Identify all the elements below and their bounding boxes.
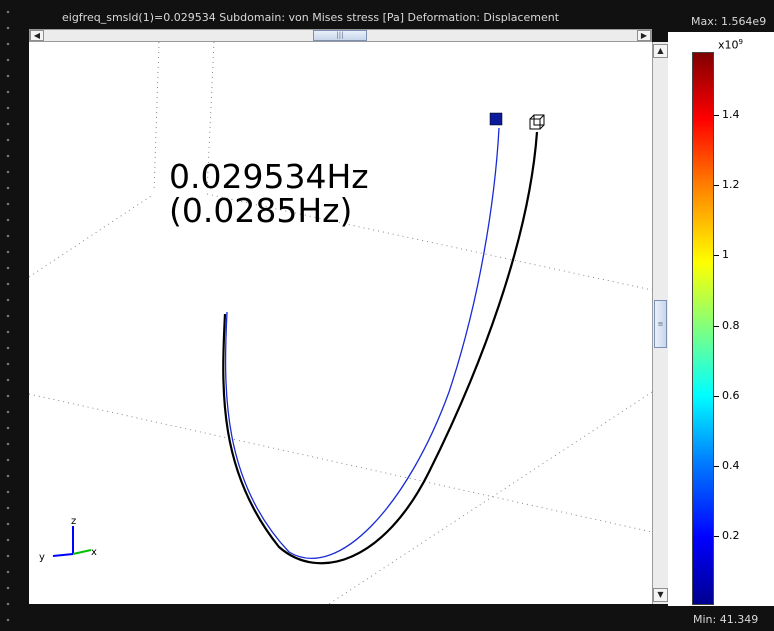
axis-y-label: y [39,552,45,562]
model-graphics [29,42,652,604]
scroll-left-button[interactable]: ◀ [30,30,44,41]
left-edge-dots [0,0,16,631]
axis-z-label: z [71,516,76,527]
colorbar-tick: 0.6 [722,389,740,402]
horizontal-scrollbar[interactable]: ◀ ||| ▶ [29,29,652,42]
scroll-up-button[interactable]: ▲ [653,44,668,58]
reference-tip-marker [529,114,545,130]
colorbar-tick: 0.8 [722,319,740,332]
axis-x-label: x [91,547,97,558]
vertical-scrollbar[interactable]: ▲ ≡ ▼ [652,42,668,604]
colorbar-max-label: Max: 1.564e9 [691,15,767,28]
scroll-down-button[interactable]: ▼ [653,588,668,602]
colorbar-min-label: Min: 41.349 [693,613,759,626]
colorbar-tick: 0.4 [722,459,740,472]
colorbar-exponent: x109 [718,38,743,52]
reference-cable [222,131,539,565]
colorbar-legend: x109 1.4 1.2 1 0.8 0.6 0.4 0.2 [668,32,774,606]
colorbar-tick: 1.4 [722,108,740,121]
colorbar-tick: 1.2 [722,178,740,191]
horizontal-scroll-thumb[interactable]: ||| [313,30,367,41]
colorbar-tick: 0.2 [722,529,740,542]
grid-lines [29,42,652,604]
frequency-annotation: 0.029534Hz (0.0285Hz) [169,160,369,228]
colorbar-tick: 1 [722,248,729,261]
colorbar-gradient [692,52,714,605]
scroll-right-button[interactable]: ▶ [637,30,651,41]
deformed-tip-marker [489,112,503,126]
deformed-cable [224,127,500,559]
plot-info-text: eigfreq_smsld(1)=0.029534 Subdomain: von… [62,11,560,24]
reference-frequency: (0.0285Hz) [169,191,353,230]
vertical-scroll-thumb[interactable]: ≡ [654,300,667,348]
axis-triad-icon: z x y [39,516,97,562]
plot-viewport[interactable]: 0.029534Hz (0.0285Hz) z x y [29,42,652,604]
computed-frequency: 0.029534Hz [169,157,369,196]
